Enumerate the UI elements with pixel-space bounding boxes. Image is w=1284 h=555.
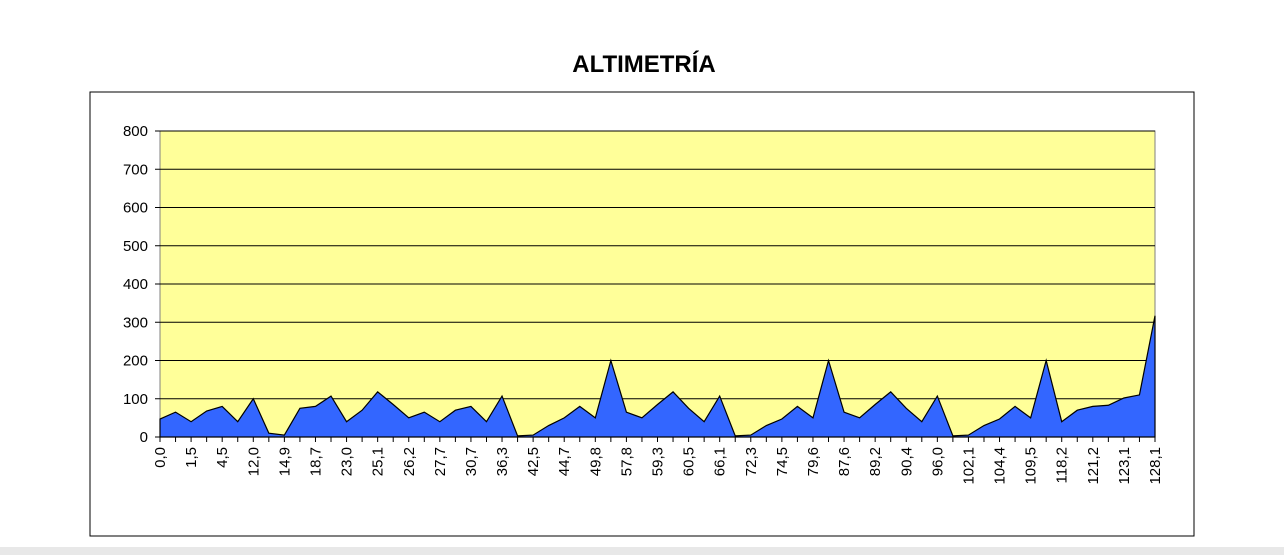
x-tick-label: 72,3 bbox=[743, 447, 760, 476]
y-tick-label: 700 bbox=[123, 161, 148, 178]
x-tick-label: 96,0 bbox=[929, 447, 946, 476]
y-tick-label: 500 bbox=[123, 238, 148, 255]
chart-title: ALTIMETRÍA bbox=[572, 50, 716, 78]
x-tick-label: 27,7 bbox=[432, 447, 449, 476]
x-tick-label: 102,1 bbox=[960, 447, 977, 485]
x-tick-label: 57,8 bbox=[618, 447, 635, 476]
status-strip bbox=[0, 547, 1284, 555]
x-tick-label: 90,4 bbox=[898, 447, 915, 476]
x-tick-label: 49,8 bbox=[587, 447, 604, 476]
x-tick-label: 121,2 bbox=[1085, 447, 1102, 485]
area bbox=[159, 315, 1156, 438]
x-tick-label: 60,5 bbox=[681, 447, 698, 476]
x-tick-label: 30,7 bbox=[463, 447, 480, 476]
x-tick-label: 66,1 bbox=[712, 447, 729, 476]
x-tick-label: 4,5 bbox=[214, 447, 231, 468]
x-tick-label: 104,4 bbox=[992, 447, 1009, 485]
x-tick-label: 25,1 bbox=[370, 447, 387, 476]
x-tick-label: 18,7 bbox=[307, 447, 324, 476]
x-tick-label: 23,0 bbox=[339, 447, 356, 476]
x-tick-label: 12,0 bbox=[245, 447, 262, 476]
x-tick-label: 74,5 bbox=[774, 447, 791, 476]
x-tick-label: 26,2 bbox=[401, 447, 418, 476]
x-tick-label: 42,5 bbox=[525, 447, 542, 476]
x-tick-label: 79,6 bbox=[805, 447, 822, 476]
y-tick-label: 300 bbox=[123, 314, 148, 331]
y-tick-label: 800 bbox=[123, 123, 148, 140]
x-tick-label: 118,2 bbox=[1054, 447, 1071, 483]
x-tick-label: 89,2 bbox=[867, 447, 884, 476]
y-tick-label: 400 bbox=[123, 276, 148, 293]
y-tick-label: 200 bbox=[123, 353, 148, 370]
x-tick-label: 44,7 bbox=[556, 447, 573, 476]
x-tick-label: 0,0 bbox=[152, 447, 169, 468]
x-tick-label: 123,1 bbox=[1116, 447, 1133, 485]
y-tick-label: 0 bbox=[140, 429, 148, 446]
x-tick-label: 14,9 bbox=[276, 447, 293, 476]
x-tick-label: 128,1 bbox=[1147, 447, 1164, 485]
x-tick-label: 1,5 bbox=[183, 447, 200, 468]
x-tick-label: 59,3 bbox=[650, 447, 667, 476]
x-tick-label: 87,6 bbox=[836, 447, 853, 476]
x-tick-label: 109,5 bbox=[1023, 447, 1040, 485]
y-tick-label: 600 bbox=[123, 200, 148, 217]
y-tick-label: 100 bbox=[123, 391, 148, 408]
x-tick-label: 36,3 bbox=[494, 447, 511, 476]
